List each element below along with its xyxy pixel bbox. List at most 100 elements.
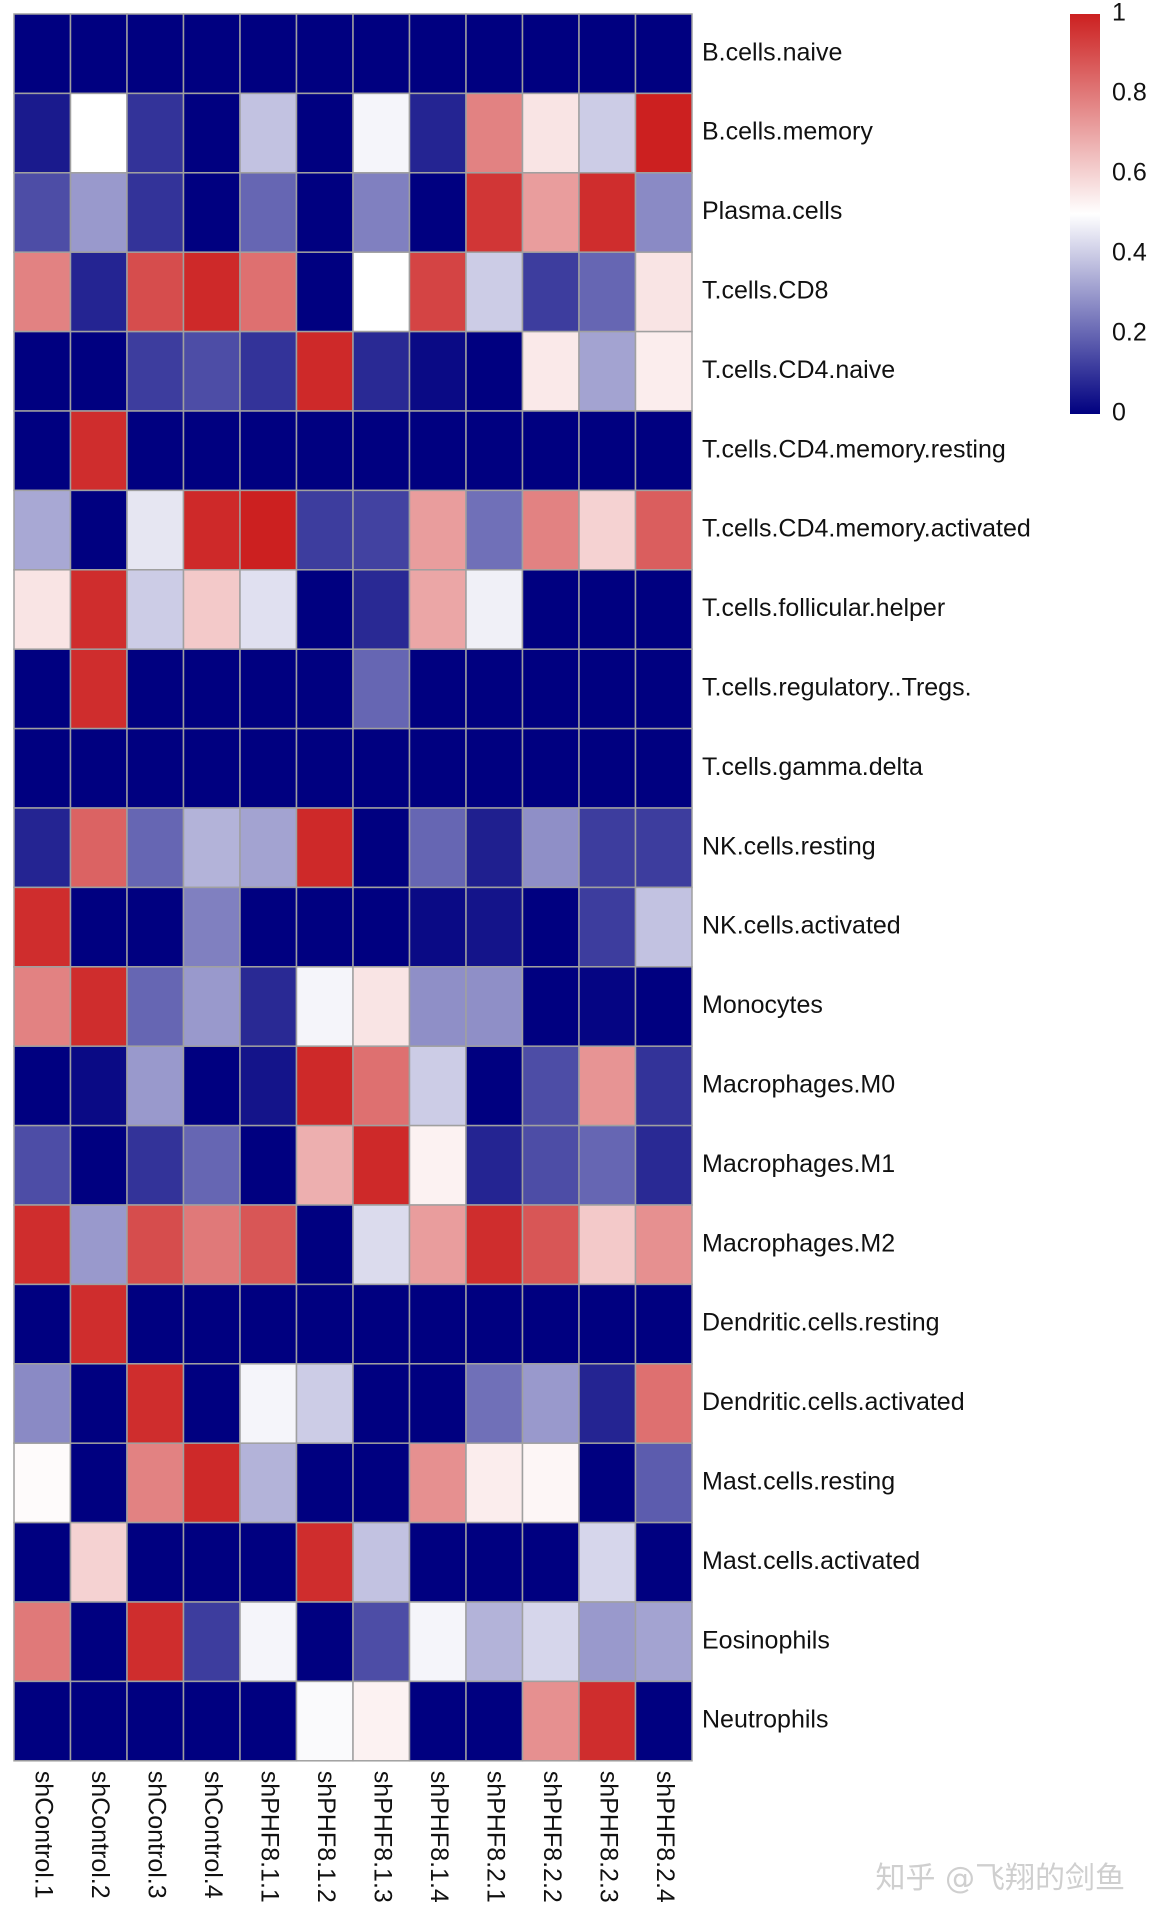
row-label: Mast.cells.activated bbox=[702, 1547, 920, 1575]
column-label: shControl.2 bbox=[86, 1771, 114, 1899]
heatmap-cell bbox=[295, 807, 354, 889]
heatmap-cell bbox=[465, 1045, 524, 1127]
heatmap-cell bbox=[465, 330, 524, 412]
heatmap-cell bbox=[465, 966, 524, 1047]
row-label: Neutrophils bbox=[702, 1706, 828, 1734]
heatmap-cell bbox=[182, 13, 241, 95]
heatmap-cell bbox=[578, 807, 637, 889]
heatmap-cell bbox=[182, 251, 241, 333]
heatmap-cell bbox=[352, 1204, 411, 1286]
heatmap-cell bbox=[295, 1204, 354, 1286]
heatmap-cell bbox=[521, 1363, 580, 1444]
heatmap-cell bbox=[634, 886, 693, 968]
heatmap-cell bbox=[13, 13, 72, 95]
heatmap-cell bbox=[239, 410, 298, 492]
heatmap-cell bbox=[408, 569, 467, 650]
heatmap-cell bbox=[69, 251, 128, 333]
heatmap-cell bbox=[13, 569, 72, 650]
heatmap-cell bbox=[408, 330, 467, 412]
heatmap-cell bbox=[182, 92, 241, 174]
column-label: shControl.4 bbox=[199, 1771, 227, 1899]
heatmap-cell bbox=[408, 13, 467, 95]
column-label: shPHF8.1.1 bbox=[256, 1771, 284, 1903]
heatmap-cell bbox=[352, 1283, 411, 1365]
heatmap-cell bbox=[521, 807, 580, 889]
heatmap-cell bbox=[182, 1283, 241, 1365]
heatmap-cell bbox=[13, 1521, 72, 1603]
heatmap-cell bbox=[408, 1601, 467, 1683]
heatmap-cell bbox=[408, 727, 467, 809]
heatmap-cell bbox=[634, 251, 693, 333]
heatmap-cell bbox=[239, 1680, 298, 1762]
heatmap-cell bbox=[465, 807, 524, 889]
heatmap-cell bbox=[634, 13, 693, 95]
column-label: shPHF8.1.3 bbox=[369, 1771, 397, 1903]
heatmap-cell bbox=[521, 251, 580, 333]
heatmap-cell bbox=[182, 1045, 241, 1127]
heatmap-cell bbox=[408, 489, 467, 571]
column-label: shPHF8.1.4 bbox=[425, 1771, 453, 1903]
heatmap-cell bbox=[182, 330, 241, 412]
heatmap-cell bbox=[634, 330, 693, 412]
heatmap-cell bbox=[295, 1521, 354, 1603]
row-labels: B.cells.naive B.cells.memory Plasma.cells T… bbox=[702, 38, 1031, 1733]
heatmap-cell bbox=[13, 251, 72, 333]
heatmap-cell bbox=[239, 251, 298, 333]
heatmap-cell bbox=[126, 727, 185, 809]
heatmap-cell bbox=[126, 648, 185, 730]
heatmap-cell bbox=[295, 648, 354, 730]
heatmap-cell bbox=[69, 807, 128, 889]
heatmap-cell bbox=[352, 251, 411, 333]
heatmap-cell bbox=[182, 410, 241, 492]
heatmap-cell bbox=[13, 489, 72, 571]
heatmap-cell bbox=[521, 489, 580, 571]
column-label: shPHF8.2.4 bbox=[651, 1771, 679, 1903]
heatmap-cell bbox=[521, 1521, 580, 1603]
heatmap-cell bbox=[295, 1601, 354, 1683]
heatmap-cell bbox=[634, 807, 693, 889]
heatmap-cell bbox=[126, 1363, 185, 1444]
heatmap-cell bbox=[295, 1124, 354, 1206]
heatmap-cell bbox=[69, 1283, 128, 1365]
heatmap-cell bbox=[182, 1680, 241, 1762]
heatmap-cell bbox=[13, 1601, 72, 1683]
heatmap-cell bbox=[521, 1601, 580, 1683]
heatmap-cell bbox=[634, 92, 693, 174]
heatmap-cell bbox=[634, 410, 693, 492]
heatmap-cell bbox=[521, 1045, 580, 1127]
heatmap-cell bbox=[352, 807, 411, 889]
heatmap-cell bbox=[465, 727, 524, 809]
heatmap-cell bbox=[634, 1521, 693, 1603]
heatmap-cell bbox=[521, 172, 580, 253]
heatmap-cell bbox=[521, 330, 580, 412]
heatmap-cell bbox=[295, 1680, 354, 1762]
heatmap-cell bbox=[408, 172, 467, 253]
heatmap-cell bbox=[239, 807, 298, 889]
row-label: Plasma.cells bbox=[702, 197, 842, 225]
heatmap-cell bbox=[239, 886, 298, 968]
legend-tick-label: 0 bbox=[1112, 399, 1126, 427]
legend-tick-label: 0.8 bbox=[1112, 79, 1147, 107]
heatmap-cell bbox=[69, 569, 128, 650]
heatmap-cell bbox=[239, 1442, 298, 1524]
heatmap-cell bbox=[239, 966, 298, 1047]
heatmap-cell bbox=[295, 410, 354, 492]
heatmap-cell bbox=[465, 1204, 524, 1286]
heatmap-cell bbox=[578, 727, 637, 809]
heatmap-cell bbox=[126, 1521, 185, 1603]
heatmap-cell bbox=[13, 886, 72, 968]
heatmap-cell bbox=[465, 1442, 524, 1524]
heatmap-cell bbox=[295, 13, 354, 95]
heatmap-cell bbox=[126, 92, 185, 174]
heatmap-cell bbox=[521, 1442, 580, 1524]
legend-ticks: 0 0.2 0.4 0.6 0.8 1 bbox=[1112, 0, 1147, 427]
heatmap-cell bbox=[69, 1680, 128, 1762]
heatmap-cell bbox=[578, 1363, 637, 1444]
legend-tick-label: 1 bbox=[1112, 0, 1126, 27]
heatmap-cell bbox=[13, 807, 72, 889]
heatmap-cell bbox=[634, 648, 693, 730]
heatmap-cell bbox=[126, 410, 185, 492]
row-label: T.cells.CD8 bbox=[702, 277, 828, 305]
heatmap-cell bbox=[352, 410, 411, 492]
heatmap-cell bbox=[408, 1045, 467, 1127]
